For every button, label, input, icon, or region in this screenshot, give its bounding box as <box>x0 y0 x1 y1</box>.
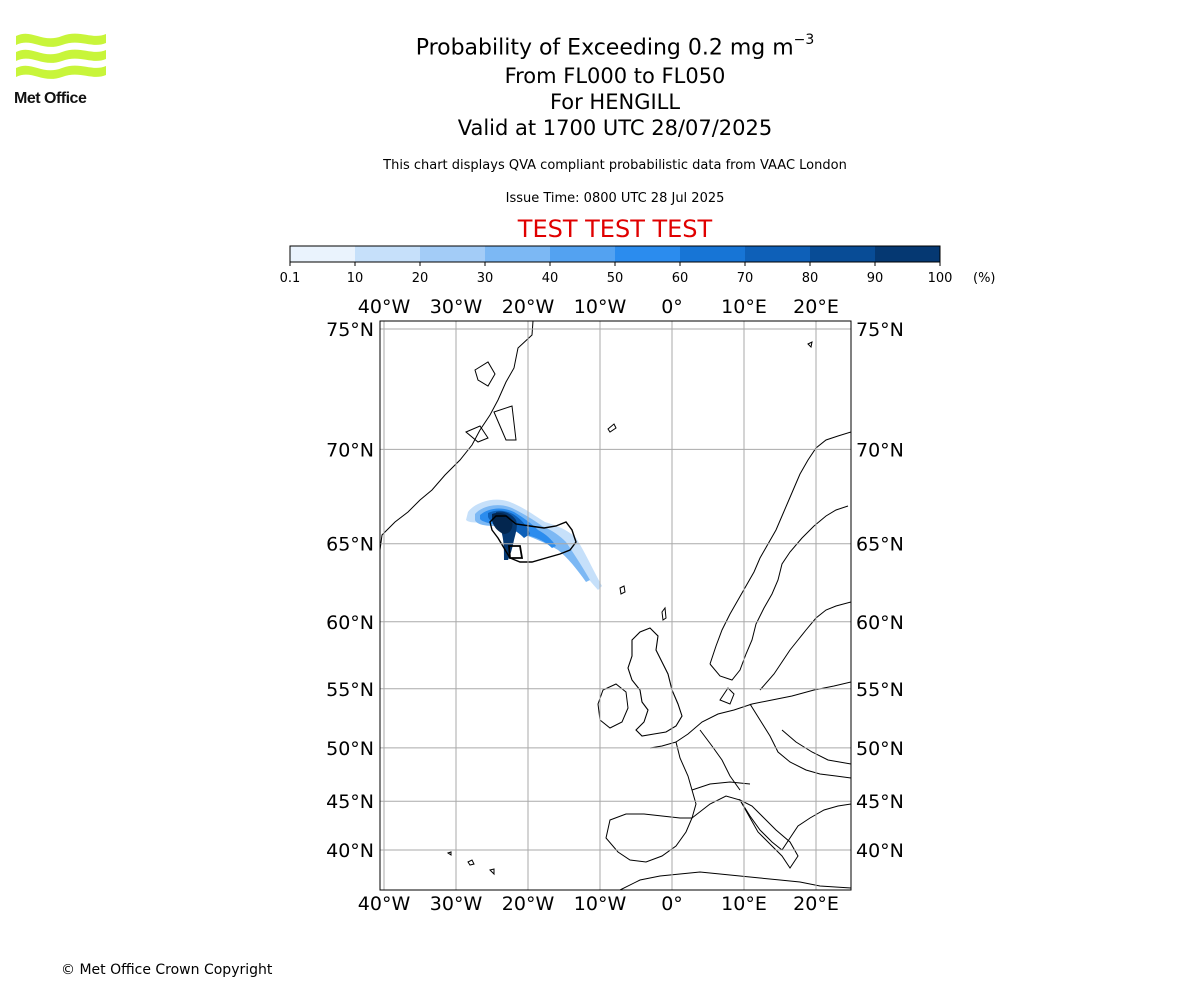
lat-label-left: 60°N <box>326 612 374 634</box>
colorbar-cell <box>485 246 551 262</box>
data-source-note: This chart displays QVA compliant probab… <box>383 158 847 173</box>
lon-label-bottom: 0° <box>661 893 683 915</box>
colorbar-tick-label: 50 <box>607 271 624 286</box>
lat-label-right: 70°N <box>856 439 904 461</box>
lon-label-bottom: 10°W <box>574 893 627 915</box>
colorbar-unit: (%) <box>973 271 996 286</box>
lon-label-top: 30°W <box>430 296 483 318</box>
lon-label-bottom: 40°W <box>358 893 411 915</box>
colorbar: 0.1 10 20 30 40 50 60 70 80 90 100 (%) <box>280 245 996 286</box>
met-office-waves-icon <box>16 33 106 79</box>
colorbar-tick-label: 80 <box>802 271 819 286</box>
gridlines <box>380 321 851 890</box>
lon-label-top: 40°W <box>358 296 411 318</box>
logo-text: Met Office <box>14 90 87 107</box>
colorbar-cell <box>420 246 486 262</box>
colorbar-cell <box>875 246 941 262</box>
lon-label-top: 0° <box>661 296 683 318</box>
colorbar-tick-label: 10 <box>347 271 364 286</box>
lat-label-right: 60°N <box>856 612 904 634</box>
lon-label-top: 10°W <box>574 296 627 318</box>
colorbar-tick-label: 0.1 <box>280 271 301 286</box>
chart-title: Probability of Exceeding 0.2 mg m−3 <box>415 32 815 61</box>
colorbar-cell <box>290 246 356 262</box>
met-office-logo: Met Office <box>14 30 109 112</box>
volcano-name: For HENGILL <box>549 90 681 114</box>
colorbar-cell <box>355 246 421 262</box>
lat-label-left: 40°N <box>326 840 374 862</box>
lat-label-left: 45°N <box>326 791 374 813</box>
map-background <box>380 321 851 890</box>
colorbar-tick-label: 60 <box>672 271 689 286</box>
colorbar-tick-label: 40 <box>542 271 559 286</box>
lat-label-left: 50°N <box>326 738 374 760</box>
colorbar-cell <box>550 246 616 262</box>
colorbar-tick-label: 100 <box>928 271 953 286</box>
colorbar-tick-label: 90 <box>867 271 884 286</box>
lat-label-right: 75°N <box>856 319 904 341</box>
ash-probability-plume <box>466 499 602 590</box>
valid-time: Valid at 1700 UTC 28/07/2025 <box>457 116 773 140</box>
map: 40°W 30°W 20°W 10°W 0° 10°E 20°E 40°W 30°W 20°W 1… <box>326 296 904 915</box>
lat-label-right: 50°N <box>856 738 904 760</box>
map-frame <box>379 320 852 891</box>
colorbar-cell <box>680 246 746 262</box>
lon-label-bottom: 20°W <box>502 893 555 915</box>
lat-label-left: 75°N <box>326 319 374 341</box>
lat-label-left: 55°N <box>326 679 374 701</box>
flight-level-range: From FL000 to FL050 <box>504 64 726 88</box>
lat-label-right: 55°N <box>856 679 904 701</box>
lon-label-top: 10°E <box>721 296 767 318</box>
colorbar-tick-label: 70 <box>737 271 754 286</box>
lon-label-bottom: 30°W <box>430 893 483 915</box>
unit-exponent: −3 <box>793 32 815 48</box>
lon-label-top: 20°E <box>793 296 839 318</box>
lon-label-bottom: 10°E <box>721 893 767 915</box>
colorbar-cell <box>615 246 681 262</box>
colorbar-cell <box>745 246 811 262</box>
colorbar-tick-label: 20 <box>412 271 429 286</box>
issue-time: Issue Time: 0800 UTC 28 Jul 2025 <box>505 191 725 206</box>
lat-label-right: 45°N <box>856 791 904 813</box>
lat-label-right: 65°N <box>856 534 904 556</box>
test-banner: TEST TEST TEST <box>517 215 713 243</box>
lon-label-top: 20°W <box>502 296 555 318</box>
colorbar-cell <box>810 246 876 262</box>
lon-label-bottom: 20°E <box>793 893 839 915</box>
lat-label-left: 70°N <box>326 439 374 461</box>
colorbar-tick-label: 30 <box>477 271 494 286</box>
lat-label-right: 40°N <box>856 840 904 862</box>
copyright: © Met Office Crown Copyright <box>61 962 273 978</box>
lat-label-left: 65°N <box>326 534 374 556</box>
